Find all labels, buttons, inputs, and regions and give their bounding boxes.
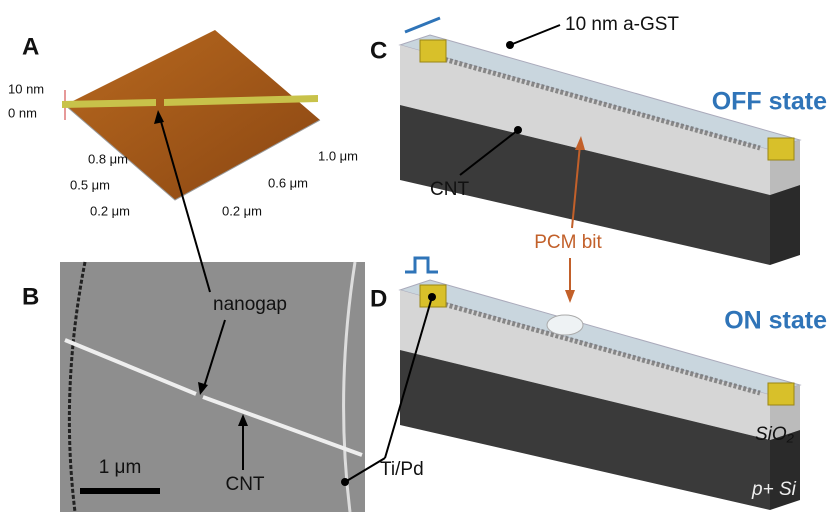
leader-dot — [428, 293, 436, 301]
axis-label: 0.6 μm — [268, 175, 308, 190]
pcm-bit — [547, 315, 583, 335]
leader-dot — [506, 41, 514, 49]
axis-label: 0 nm — [8, 105, 37, 120]
scale-bar — [80, 488, 160, 494]
panel-label: B — [22, 283, 39, 310]
scale-label: 1 μm — [99, 457, 142, 478]
axis-label: 10 nm — [8, 81, 44, 96]
axis-label: 0.8 μm — [88, 151, 128, 166]
state-label: ON state — [724, 307, 827, 335]
annotation: nanogap — [213, 294, 287, 315]
annotation: 10 nm a-GST — [565, 14, 679, 35]
layer-label: p+ Si — [751, 479, 797, 500]
figure: A 10 nm 0 nm 0.8 μm 0.5 μm 0.2 μm 1.0 μm… — [0, 0, 837, 517]
device-off — [400, 35, 800, 265]
axis-label: 1.0 μm — [318, 148, 358, 163]
axis-label: 0.2 μm — [222, 203, 262, 218]
leader-dot — [341, 478, 349, 486]
panel-label: C — [370, 37, 387, 64]
annotation: PCM bit — [534, 232, 602, 253]
annotation: CNT — [225, 474, 264, 495]
arrow-head — [565, 290, 575, 303]
leader-dot — [514, 126, 522, 134]
signal-icon — [405, 258, 438, 272]
leader-line — [510, 25, 560, 45]
panel-label: A — [22, 33, 39, 60]
axis-label: 0.5 μm — [70, 177, 110, 192]
annotation: CNT — [430, 179, 469, 200]
panel-label: D — [370, 285, 387, 312]
signal-icon — [405, 18, 440, 32]
axis-label: 0.2 μm — [90, 203, 130, 218]
annotation: Ti/Pd — [380, 459, 424, 480]
layer-label: SiO₂ — [755, 424, 795, 445]
state-label: OFF state — [712, 88, 827, 116]
